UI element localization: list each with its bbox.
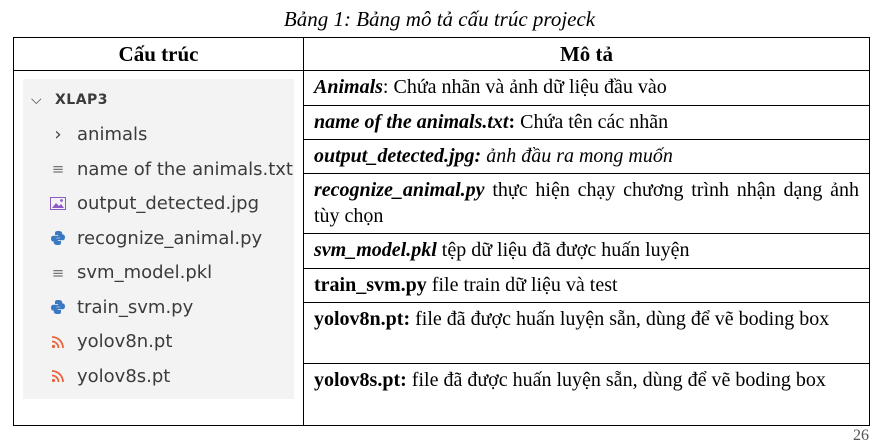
rss-file-icon <box>47 335 69 349</box>
tree-item-svm-pkl[interactable]: ≡ svm_model.pkl <box>23 255 294 290</box>
tree-item-label: name of the animals.txt <box>77 158 293 180</box>
table-row: train_svm.py file train dữ liệu và test <box>14 267 870 303</box>
folder-root-label: XLAP3 <box>55 92 109 109</box>
page-number: 26 <box>853 427 869 444</box>
tree-item-animals[interactable]: › animals <box>23 117 294 152</box>
tree-item-yolov8n[interactable]: yolov8n.pt <box>23 324 294 359</box>
table-row: svm_model.pkl tệp dữ liệu đã được huấn l… <box>14 233 870 269</box>
desc-train-py: train_svm.py file train dữ liệu và test <box>303 267 870 303</box>
chevron-right-icon: › <box>54 124 62 145</box>
structure-table: Cấu trúc Mô tả ⌵ XLAP3 › animals ≡ name o… <box>13 36 870 426</box>
desc-yolov8s: yolov8s.pt: file đã được huấn luyện sẵn,… <box>303 363 870 426</box>
tree-item-output-jpg[interactable]: output_detected.jpg <box>23 186 294 221</box>
tree-item-label: yolov8n.pt <box>77 331 173 352</box>
table-caption: Bảng 1: Bảng mô tả cấu trúc projeck <box>283 7 596 31</box>
desc-output-jpg: output_detected.jpg: ảnh đầu ra mong muố… <box>303 138 870 175</box>
desc-recognize-py: recognize_animal.py thực hiện chạy chươn… <box>303 172 870 235</box>
python-file-icon <box>47 230 69 246</box>
tree-item-yolov8s[interactable]: yolov8s.pt <box>23 359 294 394</box>
tree-item-label: animals <box>77 124 148 145</box>
tree-item-label: svm_model.pkl <box>77 262 213 283</box>
table-row: yolov8n.pt: file đã được huấn luyện sẵn,… <box>14 301 870 365</box>
tree-item-label: yolov8s.pt <box>77 365 171 387</box>
table-row: recognize_animal.py thực hiện chạy chươn… <box>14 172 870 235</box>
desc-names-txt: name of the animals.txt: Chứa tên các nh… <box>303 104 870 140</box>
chevron-down-icon: ⌵ <box>31 92 43 109</box>
header-structure: Cấu trúc <box>13 36 304 72</box>
file-tree-cell: ⌵ XLAP3 › animals ≡ name of the animals.t… <box>13 70 304 426</box>
folder-root[interactable]: ⌵ XLAP3 <box>23 79 294 117</box>
file-explorer: ⌵ XLAP3 › animals ≡ name of the animals.t… <box>23 79 294 400</box>
tree-item-label: train_svm.py <box>77 296 194 318</box>
tree-item-label: output_detected.jpg <box>77 193 260 214</box>
tree-item-train-py[interactable]: train_svm.py <box>23 290 294 325</box>
tree-item-recognize-py[interactable]: recognize_animal.py <box>23 221 294 256</box>
rss-file-icon <box>47 369 69 383</box>
table-row: ⌵ XLAP3 › animals ≡ name of the animals.t… <box>13 70 870 426</box>
image-file-icon <box>47 197 69 210</box>
table-header-row: Cấu trúc Mô tả <box>13 36 870 72</box>
tree-item-names-txt[interactable]: ≡ name of the animals.txt <box>23 152 294 187</box>
desc-animals: Animals: Chứa nhãn và ảnh dữ liệu đầu và… <box>303 70 870 106</box>
table-row: yolov8s.pt: file đã được huấn luyện sẵn,… <box>14 363 870 426</box>
text-file-icon: ≡ <box>51 160 65 178</box>
text-file-icon: ≡ <box>51 263 65 282</box>
desc-svm-pkl: svm_model.pkl tệp dữ liệu đã được huấn l… <box>303 233 870 269</box>
header-description: Mô tả <box>303 36 870 72</box>
desc-yolov8n: yolov8n.pt: file đã được huấn luyện sẵn,… <box>303 301 870 365</box>
python-file-icon <box>47 299 69 315</box>
tree-item-label: recognize_animal.py <box>77 227 263 249</box>
